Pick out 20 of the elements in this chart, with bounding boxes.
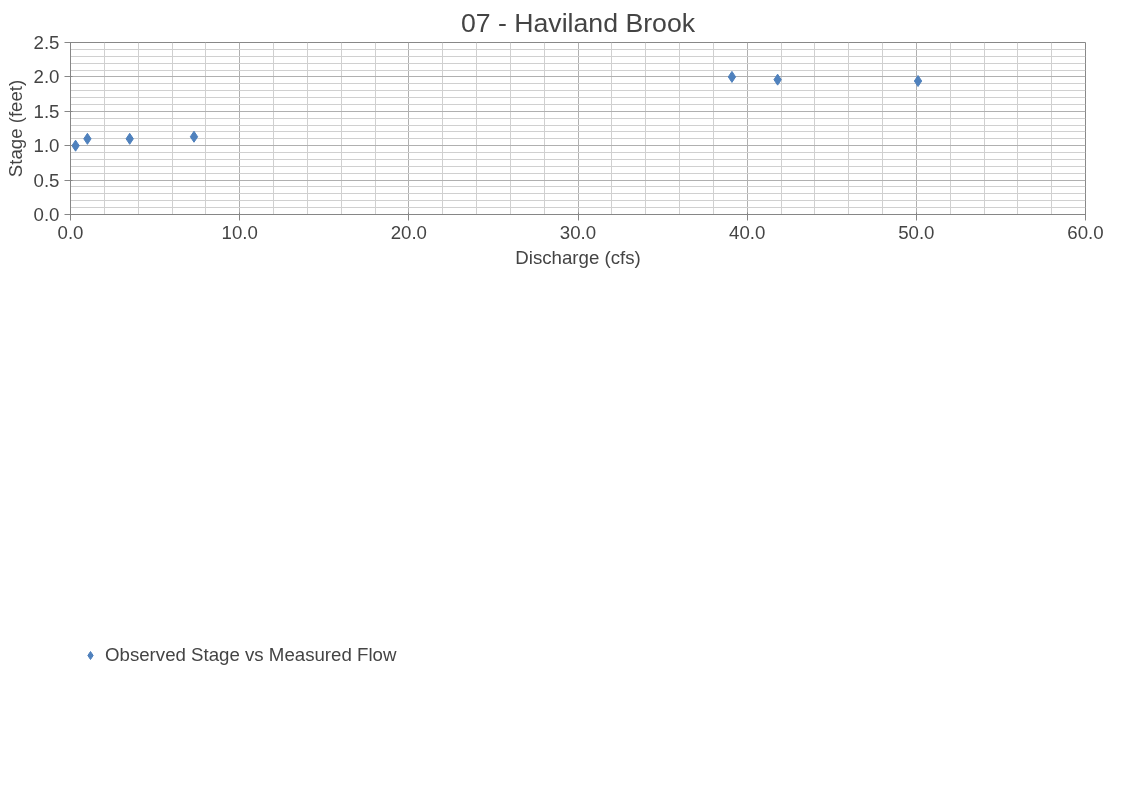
point bbox=[189, 130, 199, 143]
x-tick-label: 30.0 bbox=[559, 221, 597, 243]
point bbox=[727, 70, 737, 83]
x-tick-label: 40.0 bbox=[729, 221, 766, 243]
y-tick-label: 0.5 bbox=[33, 169, 60, 191]
y-tick-label: 0.0 bbox=[33, 204, 60, 225]
y-tick-label: 2.5 bbox=[33, 32, 60, 53]
x-tick-label: 50.0 bbox=[898, 221, 935, 243]
y-tick-label: 1.5 bbox=[33, 100, 60, 122]
chart-title: 07 - Haviland Brook bbox=[460, 7, 696, 38]
x-axis-title: Discharge (cfs) bbox=[515, 246, 641, 268]
y-tick-label: 1.0 bbox=[33, 135, 60, 157]
x-tick-label: 10.0 bbox=[221, 221, 258, 243]
x-tick-label: 0.0 bbox=[57, 221, 84, 243]
x-tick-label: 20.0 bbox=[390, 221, 427, 243]
legend-label: Observed Stage vs Measured Flow bbox=[105, 643, 397, 666]
x-tick-label: 60.0 bbox=[1067, 221, 1104, 243]
point bbox=[913, 75, 923, 88]
y-tick-label: 2.0 bbox=[33, 66, 60, 88]
y-axis-title: Stage (feet) bbox=[4, 79, 26, 178]
